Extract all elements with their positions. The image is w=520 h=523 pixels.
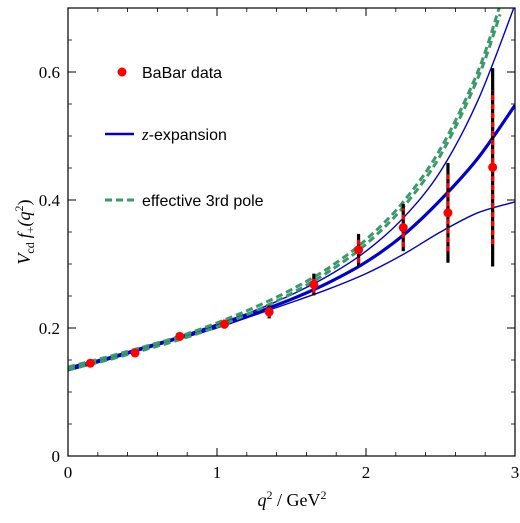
data-point xyxy=(130,348,140,358)
x-tick-label: 2 xyxy=(362,463,371,482)
data-point xyxy=(309,279,319,289)
legend: BaBar data z-expansion effective 3rd pol… xyxy=(105,65,264,210)
data-point xyxy=(443,208,453,218)
pole-upper-line xyxy=(68,8,501,369)
data-point xyxy=(219,319,229,329)
x-tick-label: 3 xyxy=(511,463,520,482)
y-tick-label: 0.6 xyxy=(39,63,60,82)
data-point xyxy=(85,358,95,368)
x-tick-label: 1 xyxy=(213,463,222,482)
legend-label-pole: effective 3rd pole xyxy=(142,193,264,210)
pole-lower-line xyxy=(68,13,502,372)
y-tick-label: 0.4 xyxy=(39,191,61,210)
data-point xyxy=(488,162,498,172)
y-tick-label: 0 xyxy=(52,447,61,466)
x-tick-label: 0 xyxy=(64,463,73,482)
data-point xyxy=(354,245,364,255)
y-axis-title: Vcdf+(q2) xyxy=(12,199,37,264)
data-point xyxy=(398,223,408,233)
y-tick-label: 0.2 xyxy=(39,319,60,338)
zexp-central-line xyxy=(68,104,515,371)
x-axis-title: q2 / GeV2 xyxy=(258,488,327,510)
legend-label-zexp: z-expansion xyxy=(141,125,227,144)
data-point xyxy=(264,307,274,317)
legend-label-data: BaBar data xyxy=(142,65,222,82)
data-point xyxy=(175,331,185,341)
legend-marker-data xyxy=(117,67,127,77)
